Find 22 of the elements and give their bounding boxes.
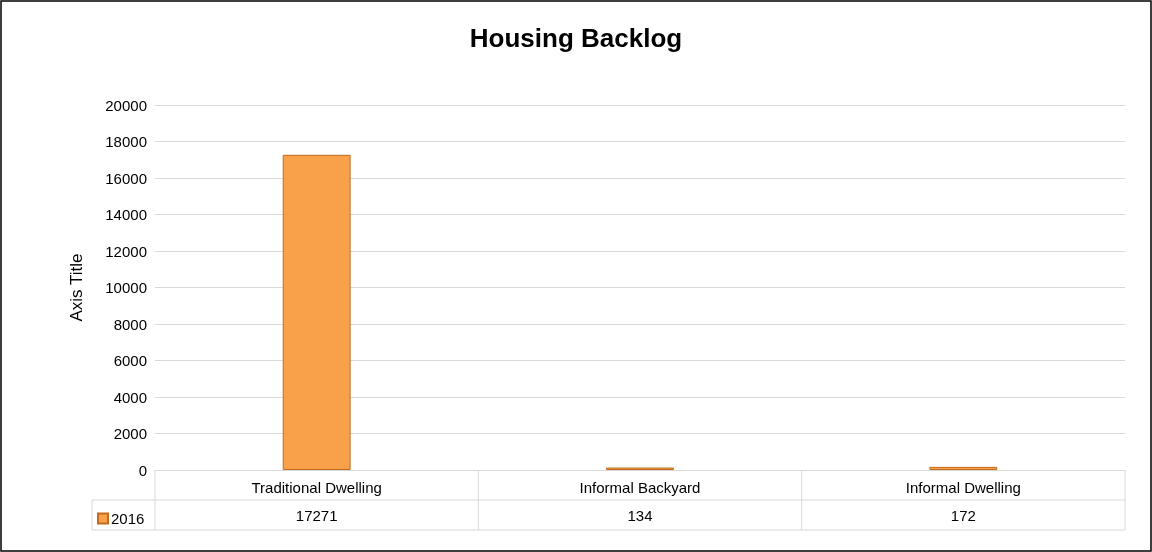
chart-title: Housing Backlog <box>469 23 683 53</box>
data-label: 134 <box>627 506 653 524</box>
x-tick-label: Informal Dwelling <box>905 479 1021 496</box>
y-tick-label: 16000 <box>105 169 147 187</box>
y-tick-label: 18000 <box>105 133 147 150</box>
data-label: 17271 <box>295 506 338 524</box>
legend-label: 2016 <box>111 510 145 527</box>
y-tick-label: 8000 <box>113 315 147 333</box>
x-tick-label: Traditional Dwelling <box>251 479 382 496</box>
x-tick-label: Informal Backyard <box>579 479 701 496</box>
y-tick-label: 10000 <box>105 279 147 296</box>
y-tick-label: 4000 <box>113 388 147 406</box>
y-tick-label: 14000 <box>105 206 147 223</box>
y-axis-title: Axis Title <box>67 253 86 322</box>
y-tick-label: 6000 <box>113 352 147 369</box>
bar <box>929 466 998 470</box>
y-tick-label: 0 <box>138 461 147 479</box>
data-label: 172 <box>950 506 976 524</box>
bar <box>282 154 351 470</box>
y-tick-label: 2000 <box>113 425 147 442</box>
y-tick-label: 12000 <box>105 242 147 260</box>
y-tick-label: 20000 <box>105 96 147 114</box>
